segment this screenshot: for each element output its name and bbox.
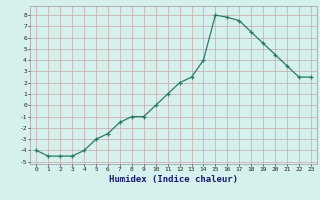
X-axis label: Humidex (Indice chaleur): Humidex (Indice chaleur): [109, 175, 238, 184]
